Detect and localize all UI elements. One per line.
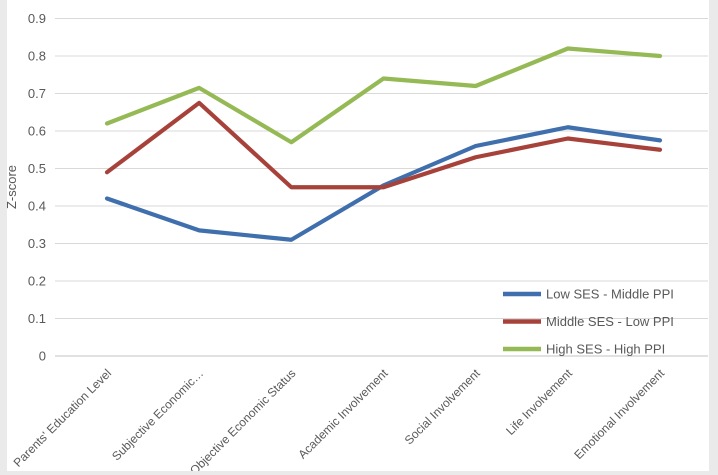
x-category-label: Social Involvement — [402, 366, 484, 448]
x-category-label: Objective Economic Status — [187, 366, 298, 475]
x-category-label: Parents' Education Level — [11, 366, 115, 470]
y-tick-label: 0.6 — [28, 124, 46, 139]
series-line — [104, 46, 663, 145]
series-line — [104, 100, 663, 190]
screenshot-bottom-border — [0, 471, 718, 475]
data-series-lines — [104, 46, 663, 242]
screenshot-right-border — [709, 0, 718, 475]
legend-entry-label: High SES - High PPI — [546, 342, 665, 357]
y-tick-label: 0.4 — [28, 199, 46, 214]
y-tick-label: 0.3 — [28, 236, 46, 251]
x-category-label: Life Involvement — [503, 366, 575, 438]
legend-entry-label: Low SES - Middle PPI — [546, 287, 674, 302]
y-tick-label: 0.1 — [28, 311, 46, 326]
legend-entry-label: Middle SES - Low PPI — [546, 314, 674, 329]
y-tick-label: 0 — [39, 349, 46, 364]
y-tick-label: 0.7 — [28, 86, 46, 101]
y-tick-label: 0.5 — [28, 161, 46, 176]
series-line — [104, 125, 663, 242]
x-category-label: Emotional Involvement — [571, 366, 667, 462]
x-category-label: Academic Involvement — [295, 366, 391, 462]
y-axis-title: Z-score — [4, 165, 19, 209]
legend: Low SES - Middle PPI Middle SES - Low PPI… — [503, 287, 674, 357]
screenshot-left-border — [0, 0, 7, 475]
y-tick-label: 0.8 — [28, 49, 46, 64]
x-category-label: Subjective Economic… — [109, 366, 206, 463]
y-axis-tick-labels: 0 0.1 0.2 0.3 0.4 0.5 0.6 0.7 0.8 0.9 — [28, 11, 46, 364]
y-tick-label: 0.2 — [28, 274, 46, 289]
y-tick-label: 0.9 — [28, 11, 46, 26]
